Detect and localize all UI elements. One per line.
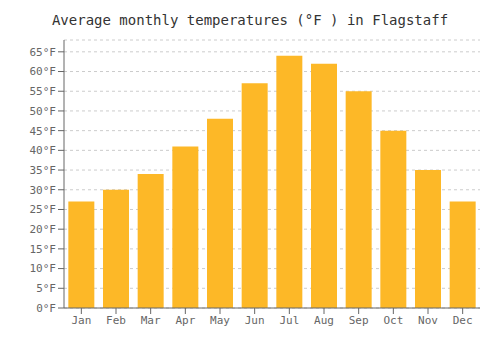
svg-text:55°F: 55°F [30,85,57,98]
svg-text:Apr: Apr [175,314,195,327]
svg-text:35°F: 35°F [30,164,57,177]
svg-text:May: May [210,314,230,327]
svg-text:10°F: 10°F [30,262,57,275]
svg-text:65°F: 65°F [30,46,57,59]
svg-text:60°F: 60°F [30,65,57,78]
svg-text:Jul: Jul [279,314,299,327]
svg-text:Mar: Mar [141,314,161,327]
svg-text:15°F: 15°F [30,243,57,256]
svg-text:45°F: 45°F [30,125,57,138]
svg-text:Sep: Sep [349,314,369,327]
svg-text:5°F: 5°F [36,282,56,295]
svg-text:30°F: 30°F [30,184,57,197]
svg-text:Aug: Aug [314,314,334,327]
svg-text:20°F: 20°F [30,223,57,236]
svg-text:Nov: Nov [418,314,438,327]
svg-text:0°F: 0°F [36,302,56,315]
svg-text:Feb: Feb [106,314,126,327]
svg-text:40°F: 40°F [30,144,57,157]
svg-text:25°F: 25°F [30,203,57,216]
svg-text:Oct: Oct [383,314,403,327]
svg-text:Jun: Jun [245,314,265,327]
html-text:Average monthly temperatures (: Average monthly temperatures (°F ) in Fl… [51,12,449,28]
svg-text:50°F: 50°F [30,105,57,118]
svg-text:Dec: Dec [453,314,473,327]
svg-text:Jan: Jan [71,314,91,327]
